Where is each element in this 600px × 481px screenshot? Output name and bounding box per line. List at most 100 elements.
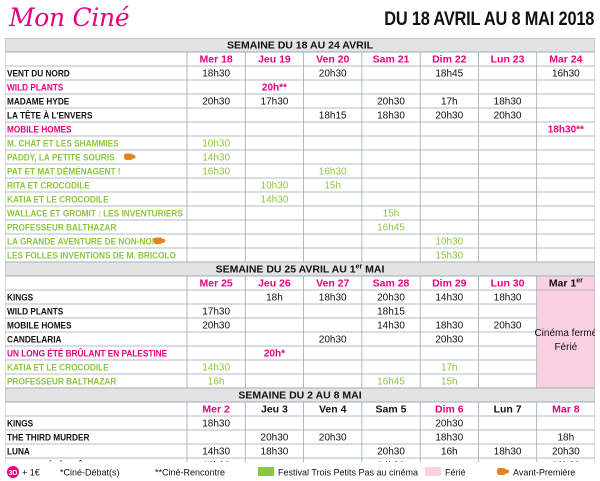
schedule-grid: SEMAINE DU 18 AU 24 AVRIL Mer 18 Jeu 19 Ven…: [5, 38, 595, 462]
film-title: MOBILE HOMES: [7, 124, 72, 135]
legend-ferie-text: Férié: [445, 468, 466, 478]
showtime: 17h30: [202, 307, 230, 318]
showtime: 10h30: [435, 237, 463, 248]
showtime: 15h30: [435, 251, 463, 262]
day-label: Mar 1: [549, 278, 577, 290]
showtime: 18h: [266, 293, 283, 304]
showtime: 20h30: [552, 447, 580, 458]
showtime: 18h30: [435, 433, 463, 444]
day-label: Mer 18: [200, 54, 233, 66]
brand-title: Mon Ciné: [9, 3, 130, 32]
film-title: RITA ET CROCODILE: [7, 180, 90, 191]
showtime: 18h30: [202, 69, 230, 80]
badge-3d-text: 3D: [9, 470, 18, 477]
showtime: 20h30: [319, 69, 347, 80]
day-label: Sam 21: [373, 54, 410, 66]
showtime: 18h30: [494, 293, 522, 304]
film-title: PAT ET MAT DÉMÉNAGENT !: [7, 166, 121, 177]
film-title: LUNA: [7, 446, 30, 457]
showtime: 20h30: [319, 335, 347, 346]
day-label: Jeu 19: [258, 54, 291, 66]
avant-premiere-icon: [123, 153, 133, 160]
day-header: Lun 7: [494, 404, 522, 416]
week-title: SEMAINE DU 18 AU 24 AVRIL: [227, 40, 374, 52]
day-header: Mer 2: [202, 404, 230, 416]
day-label: Ven 27: [316, 278, 349, 290]
day-label: Jeu 26: [258, 278, 291, 290]
page-header: Mon Ciné DU 18 AVRIL AU 8 MAI 2018: [0, 0, 600, 38]
day-header: Dim 29: [432, 278, 467, 290]
legend-avp-text: Avant-Première: [513, 468, 575, 478]
film-title: PROFESSEUR BALTHAZAR: [7, 376, 117, 387]
showtime: 18h30**: [548, 125, 584, 136]
showtime: 10h30: [202, 139, 230, 150]
showtime: 20h*: [264, 349, 285, 360]
film-title: THE THIRD MURDER: [7, 432, 90, 443]
showtime: 18h30: [494, 97, 522, 108]
closed-notice-ferie: Férié: [554, 342, 577, 353]
legend-graphic: 3D + 1€ *Ciné-Débat(s) **Ciné-Rencontre Fest…: [7, 466, 575, 478]
legend-rencontre-text: **Ciné-Rencontre: [155, 468, 225, 478]
day-header: Mer 18: [200, 54, 233, 66]
avant-premiere-icon: [153, 237, 163, 244]
day-label: Dim 22: [432, 54, 467, 66]
showtime: 20h30: [261, 433, 289, 444]
week-title-end: MAI: [362, 264, 384, 276]
showtime: 18h: [558, 433, 575, 444]
day-label: Lun 7: [494, 404, 522, 416]
film-title: M. CHAT ET LES SHAMMIES: [7, 138, 119, 149]
day-header: Jeu 26: [258, 278, 291, 290]
showtime: 14h30: [435, 293, 463, 304]
showtime: 17h: [441, 363, 458, 374]
showtime: 18h30: [319, 293, 347, 304]
showtime: 18h30: [552, 461, 580, 463]
showtime: 20h30: [435, 335, 463, 346]
showtime: 16h30: [319, 167, 347, 178]
day-label: Lun 23: [491, 54, 525, 66]
showtime: 17h30: [261, 97, 289, 108]
showtime: 20h30: [202, 97, 230, 108]
showtime: 20h30: [202, 321, 230, 332]
day-label-sup: er: [576, 278, 583, 285]
day-header: Mer 25: [200, 278, 233, 290]
showtime: 14h30: [377, 321, 405, 332]
film-title: VENT DU NORD: [7, 68, 70, 79]
showtime: 16h30: [202, 167, 230, 178]
showtime: 15h: [383, 209, 400, 220]
showtime: 18h30: [261, 447, 289, 458]
day-label: Ven 4: [319, 404, 347, 416]
showtime: 18h30: [202, 419, 230, 430]
showtime: 10h30: [261, 181, 289, 192]
day-label: Dim 6: [435, 404, 464, 416]
avant-premiere-icon: [497, 468, 506, 475]
showtime: 15h: [324, 181, 341, 192]
showtime: 18h30: [377, 111, 405, 122]
avant-premiere-icon-lens: [505, 469, 509, 474]
day-label: Lun 30: [491, 278, 525, 290]
showtime: 14h30: [202, 363, 230, 374]
showtime: 16h: [208, 377, 225, 388]
showtime: 20h30: [435, 111, 463, 122]
day-label: Dim 29: [432, 278, 467, 290]
day-label: Sam 28: [373, 278, 410, 290]
badge-3d-icon: [7, 466, 19, 478]
day-header: Mar 1er: [549, 278, 583, 290]
showtime: 16h: [441, 447, 458, 458]
showtime: 16h30: [202, 461, 230, 463]
day-label: Mar 8: [552, 404, 580, 416]
film-title: UN LONG ÉTÉ BRÛLANT EN PALESTINE: [7, 347, 167, 359]
film-title: LES FOLLES INVENTIONS DE M. BRICOLO: [7, 250, 176, 261]
showtime: 18h30: [494, 447, 522, 458]
showtime: 20h30: [494, 111, 522, 122]
showtime: 20h30: [377, 97, 405, 108]
day-header: Lun 23: [491, 54, 525, 66]
legend-festival-text: Festival Trois Petits Pas au cinéma: [278, 468, 418, 478]
day-header: Mar 8: [552, 404, 580, 416]
showtime: 18h15: [377, 307, 405, 318]
film-title: MADAME HYDE: [7, 96, 69, 107]
day-header: Ven 20: [316, 54, 349, 66]
day-header: Ven 27: [316, 278, 349, 290]
film-title: CANDELARIA: [7, 334, 62, 345]
film-title: LA TÊTE À L'ENVERS: [7, 109, 92, 121]
week-title: SEMAINE DU 25 AVRIL AU 1er MAI: [216, 264, 385, 276]
